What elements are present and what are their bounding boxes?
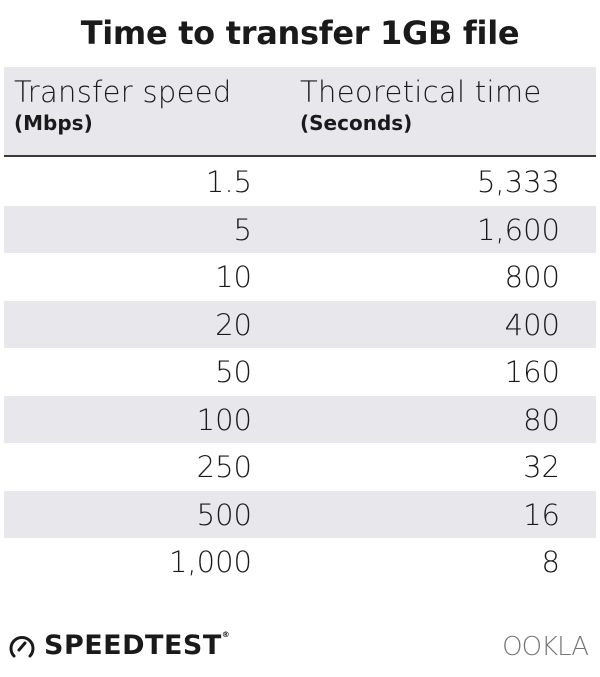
cell-time: 16 — [523, 497, 560, 532]
header-unit: (Seconds) — [300, 111, 413, 135]
cell-speed: 1,000 — [168, 545, 252, 579]
cell-speed: 250 — [196, 450, 252, 484]
table-row: 500 16 — [4, 490, 596, 538]
table-row: 1.5 5,333 — [4, 158, 596, 206]
speedometer-icon — [9, 635, 35, 657]
table-body: 1.5 5,333 5 1,600 10 800 20 400 50 160 100 80 250 32 5… — [4, 158, 596, 586]
cell-speed: 5 — [233, 212, 252, 247]
header-theoretical-time: Theoretical time (Seconds) — [300, 75, 542, 135]
table-row: 1,000 8 — [4, 538, 596, 586]
cell-time: 80 — [523, 402, 560, 437]
table-header: Transfer speed (Mbps) Theoretical time (… — [4, 67, 596, 157]
table-title: Time to transfer 1GB file — [80, 14, 520, 52]
header-unit: (Mbps) — [14, 111, 93, 135]
cell-time: 1,600 — [476, 212, 560, 247]
table-row: 100 80 — [4, 395, 596, 443]
table-row: 10 800 — [4, 253, 596, 301]
cell-speed: 500 — [196, 497, 252, 532]
cell-time: 5,333 — [476, 165, 560, 199]
cell-time: 800 — [504, 260, 560, 294]
speedtest-logo: SPEEDTEST® — [8, 630, 230, 661]
cell-speed: 10 — [215, 260, 252, 294]
table-row: 250 32 — [4, 443, 596, 491]
cell-time: 8 — [541, 545, 560, 579]
header-transfer-speed: Transfer speed (Mbps) — [14, 75, 232, 135]
header-label: Transfer speed — [14, 75, 232, 109]
table-row: 50 160 — [4, 348, 596, 396]
registered-mark: ® — [221, 630, 231, 639]
cell-time: 160 — [504, 355, 560, 389]
cell-speed: 50 — [215, 355, 252, 389]
speedtest-wordmark: SPEEDTEST® — [44, 630, 230, 661]
cell-speed: 20 — [215, 307, 252, 342]
ookla-logo: OOKLA — [502, 632, 589, 662]
cell-speed: 100 — [196, 402, 252, 437]
cell-time: 32 — [523, 450, 560, 484]
header-label: Theoretical time — [300, 75, 542, 109]
cell-speed: 1.5 — [205, 165, 252, 199]
brand-text: SPEEDTEST — [44, 630, 222, 661]
table-row: 5 1,600 — [4, 205, 596, 253]
cell-time: 400 — [504, 307, 560, 342]
table-row: 20 400 — [4, 300, 596, 348]
